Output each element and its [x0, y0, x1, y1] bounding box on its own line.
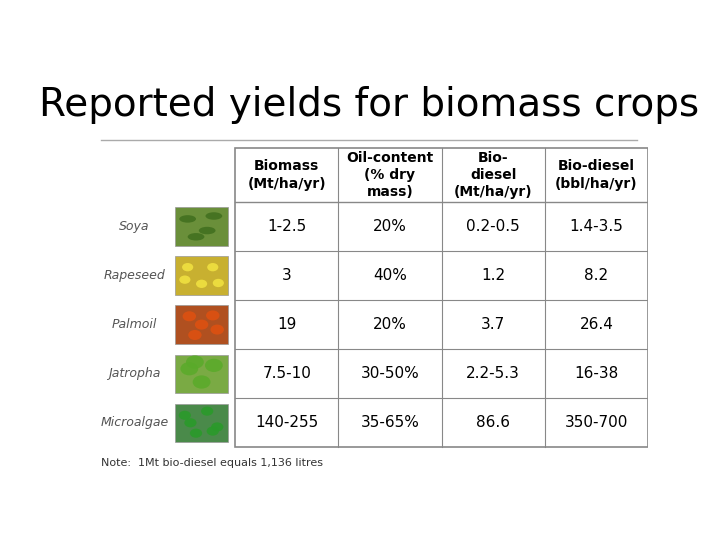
Ellipse shape [199, 227, 215, 234]
Text: 8.2: 8.2 [585, 268, 608, 283]
Text: 2.2-5.3: 2.2-5.3 [467, 366, 520, 381]
Circle shape [207, 263, 218, 271]
Circle shape [196, 280, 207, 288]
Text: 20%: 20% [373, 317, 407, 332]
Bar [235, 148, 648, 447]
Ellipse shape [188, 233, 204, 240]
Text: 3: 3 [282, 268, 292, 283]
Text: 1-2.5: 1-2.5 [267, 219, 306, 234]
Text: 20%: 20% [373, 219, 407, 234]
Circle shape [211, 422, 223, 431]
Bar [175, 403, 228, 442]
Ellipse shape [179, 215, 196, 222]
Bar [175, 207, 228, 246]
Text: 7.5-10: 7.5-10 [262, 366, 311, 381]
Text: 16-38: 16-38 [575, 366, 618, 381]
Circle shape [195, 320, 208, 329]
Text: 0.2-0.5: 0.2-0.5 [467, 219, 520, 234]
Text: Microalgae: Microalgae [101, 416, 168, 429]
Circle shape [190, 429, 202, 438]
Circle shape [181, 362, 198, 375]
Text: Soya: Soya [120, 220, 150, 233]
Text: 1.4-3.5: 1.4-3.5 [570, 219, 624, 234]
Circle shape [179, 411, 191, 420]
Text: 1.2: 1.2 [481, 268, 505, 283]
Text: Bio-diesel
(bbl/ha/yr): Bio-diesel (bbl/ha/yr) [555, 159, 638, 191]
Circle shape [186, 355, 204, 369]
Ellipse shape [205, 212, 222, 220]
Text: Bio-
diesel
(Mt/ha/yr): Bio- diesel (Mt/ha/yr) [454, 151, 533, 199]
Text: 3.7: 3.7 [481, 317, 505, 332]
Text: Reported yields for biomass crops: Reported yields for biomass crops [39, 85, 699, 124]
Text: 40%: 40% [373, 268, 407, 283]
Circle shape [206, 310, 220, 320]
Circle shape [188, 330, 202, 340]
Circle shape [205, 359, 222, 372]
Bar [175, 355, 228, 393]
Text: Biomass
(Mt/ha/yr): Biomass (Mt/ha/yr) [248, 159, 326, 191]
Circle shape [182, 263, 193, 271]
Text: 30-50%: 30-50% [361, 366, 419, 381]
Text: Rapeseed: Rapeseed [104, 269, 166, 282]
Circle shape [201, 407, 213, 416]
Text: 26.4: 26.4 [580, 317, 613, 332]
Circle shape [213, 279, 224, 287]
Text: 35-65%: 35-65% [361, 415, 419, 430]
Circle shape [183, 311, 196, 321]
Text: Palmoil: Palmoil [112, 318, 158, 331]
Text: 19: 19 [277, 317, 297, 332]
Text: Jatropha: Jatropha [109, 367, 161, 380]
Circle shape [193, 375, 210, 389]
Bar [175, 306, 228, 344]
Circle shape [207, 427, 219, 436]
Circle shape [184, 418, 197, 427]
Circle shape [179, 275, 190, 284]
Text: 86.6: 86.6 [476, 415, 510, 430]
Text: Note:  1Mt bio-diesel equals 1,136 litres: Note: 1Mt bio-diesel equals 1,136 litres [101, 458, 323, 468]
Circle shape [210, 325, 224, 335]
Text: 350-700: 350-700 [564, 415, 628, 430]
Text: Oil-content
(% dry
mass): Oil-content (% dry mass) [346, 151, 433, 199]
Text: 140-255: 140-255 [255, 415, 318, 430]
Bar [175, 256, 228, 295]
